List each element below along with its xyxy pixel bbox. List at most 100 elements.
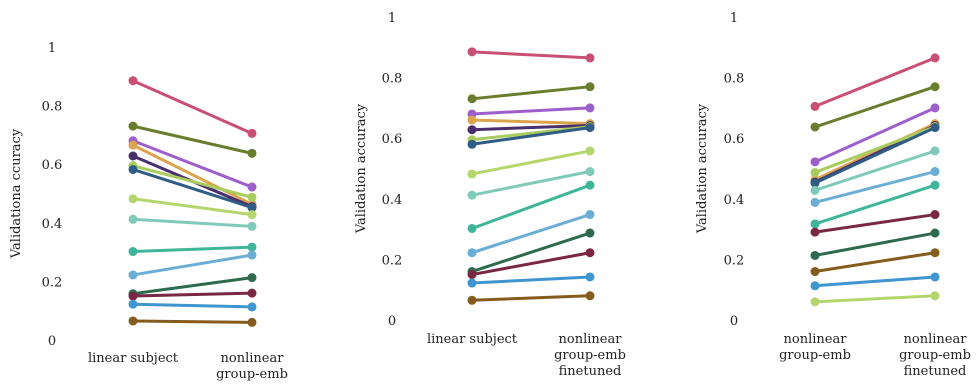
series-line bbox=[131, 143, 254, 206]
series bbox=[128, 136, 257, 192]
x-category-line: group-emb bbox=[554, 348, 626, 363]
series-line bbox=[131, 164, 254, 199]
series bbox=[810, 272, 940, 291]
y-axis-label: Validation accuracy bbox=[695, 103, 710, 234]
series-line bbox=[470, 123, 592, 132]
series bbox=[467, 123, 595, 149]
data-point bbox=[467, 295, 477, 305]
series bbox=[467, 248, 595, 280]
data-point bbox=[128, 214, 138, 224]
data-point bbox=[128, 270, 138, 280]
data-point bbox=[467, 94, 477, 104]
data-point bbox=[128, 316, 138, 326]
series bbox=[128, 76, 257, 138]
data-point bbox=[585, 291, 595, 301]
data-point bbox=[930, 167, 940, 177]
data-point bbox=[467, 125, 477, 135]
data-point bbox=[247, 242, 257, 252]
series bbox=[128, 194, 257, 220]
series-line bbox=[470, 118, 592, 126]
data-point bbox=[467, 139, 477, 149]
x-category-label: nonlinear group-emb bbox=[216, 351, 288, 382]
data-point bbox=[585, 167, 595, 177]
x-category-label: linear subject bbox=[88, 351, 179, 366]
y-tick-label: 0.6 bbox=[42, 158, 63, 173]
series bbox=[128, 299, 257, 312]
series-line bbox=[813, 106, 937, 164]
data-point bbox=[930, 248, 940, 258]
series bbox=[467, 291, 595, 305]
series-line bbox=[131, 79, 254, 135]
x-category-line: group-emb bbox=[216, 367, 288, 382]
panel-3: 0 0.2 0.4 0.6 0.8 1 Validation accuracy nonline… bbox=[695, 11, 971, 379]
series-line bbox=[813, 125, 937, 174]
y-tick-label: 0.6 bbox=[724, 132, 745, 147]
data-point bbox=[930, 272, 940, 282]
data-point bbox=[128, 140, 138, 150]
series bbox=[467, 167, 595, 200]
series bbox=[128, 164, 257, 213]
x-category-line: nonlinear bbox=[221, 351, 285, 366]
data-point bbox=[930, 53, 940, 63]
y-tick-label: 0.2 bbox=[382, 253, 403, 268]
series bbox=[467, 47, 595, 63]
data-point bbox=[810, 227, 820, 237]
x-category-line: nonlinear bbox=[559, 332, 623, 347]
y-tick-label: 1 bbox=[388, 11, 396, 26]
x-category-line: nonlinear bbox=[904, 332, 968, 347]
y-tick-label: 0.6 bbox=[382, 132, 403, 147]
data-point bbox=[810, 297, 820, 307]
data-point bbox=[930, 82, 940, 92]
series bbox=[467, 103, 595, 119]
series bbox=[810, 123, 940, 188]
x-category-label: nonlinear group-emb finetuned bbox=[899, 332, 971, 379]
series-line bbox=[470, 294, 592, 302]
data-point bbox=[810, 185, 820, 195]
series-line bbox=[470, 85, 592, 101]
data-point bbox=[247, 250, 257, 260]
data-point bbox=[585, 123, 595, 133]
series-line bbox=[470, 126, 592, 146]
series-line bbox=[470, 213, 592, 255]
series-line bbox=[131, 276, 254, 296]
data-point bbox=[810, 178, 820, 188]
data-point bbox=[247, 148, 257, 158]
series bbox=[810, 167, 940, 207]
data-point bbox=[247, 288, 257, 298]
series-line bbox=[131, 167, 254, 210]
data-point bbox=[247, 192, 257, 202]
series bbox=[128, 288, 257, 301]
data-point bbox=[930, 180, 940, 190]
series-line bbox=[813, 126, 937, 185]
data-point bbox=[585, 82, 595, 92]
y-tick-label: 0.2 bbox=[42, 275, 63, 290]
series bbox=[467, 210, 595, 258]
series bbox=[810, 210, 940, 237]
data-point bbox=[585, 180, 595, 190]
series bbox=[810, 228, 940, 260]
data-point bbox=[810, 122, 820, 132]
x-category-line: linear subject bbox=[427, 332, 518, 347]
series-line bbox=[131, 302, 254, 309]
data-point bbox=[247, 273, 257, 283]
data-point bbox=[128, 76, 138, 86]
series bbox=[128, 242, 257, 257]
data-point bbox=[585, 248, 595, 258]
data-point bbox=[247, 221, 257, 231]
series-line bbox=[813, 183, 937, 226]
series-line bbox=[131, 197, 254, 217]
series-line bbox=[131, 291, 254, 298]
series bbox=[810, 291, 940, 307]
series-line bbox=[813, 251, 937, 274]
data-point bbox=[128, 151, 138, 161]
data-point bbox=[810, 167, 820, 177]
x-category-line: group-emb bbox=[899, 348, 971, 363]
series-line bbox=[131, 217, 254, 228]
series bbox=[810, 180, 940, 229]
y-tick-label: 0.4 bbox=[382, 193, 403, 208]
series-line bbox=[813, 275, 937, 288]
series bbox=[810, 103, 940, 167]
panel-2: 0 0.2 0.4 0.6 0.8 1 Validation accuracy linear … bbox=[354, 11, 626, 379]
x-category-line: nonlinear bbox=[784, 332, 848, 347]
data-point bbox=[585, 210, 595, 220]
